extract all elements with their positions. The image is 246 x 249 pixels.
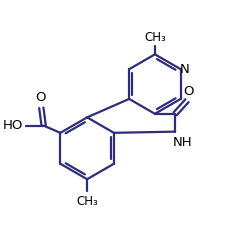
Text: NH: NH <box>172 136 192 149</box>
Text: CH₃: CH₃ <box>76 195 98 208</box>
Text: O: O <box>35 91 45 104</box>
Text: HO: HO <box>3 119 23 132</box>
Text: O: O <box>184 85 194 98</box>
Text: CH₃: CH₃ <box>144 31 166 44</box>
Text: N: N <box>180 63 190 76</box>
